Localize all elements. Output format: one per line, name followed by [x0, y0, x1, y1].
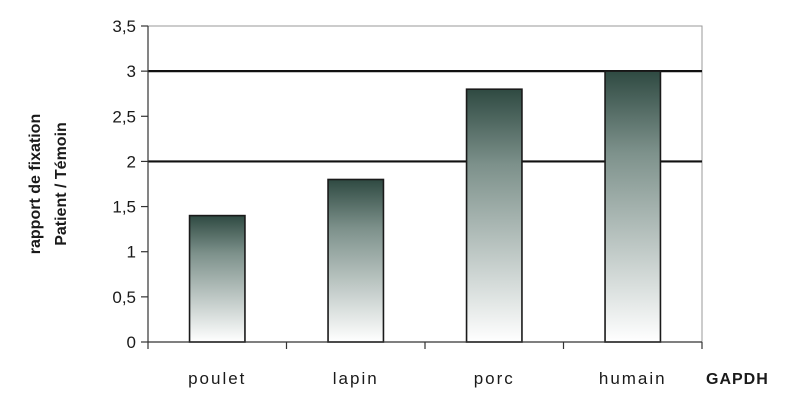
y-tick-label: 0	[127, 333, 136, 352]
y-axis-title-line-2: Patient / Témoin	[53, 122, 70, 246]
y-tick-label: 2	[127, 152, 136, 171]
y-tick-label: 1,5	[112, 198, 136, 217]
bar-poulet	[188, 214, 246, 343]
y-tick-label: 2,5	[112, 107, 136, 126]
x-category-label: porc	[474, 369, 515, 388]
y-tick-label: 1	[127, 243, 136, 262]
bars-group	[188, 70, 662, 343]
bar-lapin	[327, 178, 385, 343]
bar-porc	[465, 88, 523, 343]
y-tick-label: 3	[127, 62, 136, 81]
x-axis-title: GAPDH	[706, 371, 769, 388]
x-category-label: humain	[599, 369, 667, 388]
y-tick-label: 3,5	[112, 17, 136, 36]
y-tick-label: 0,5	[112, 288, 136, 307]
bar-humain	[604, 70, 662, 343]
x-category-label: poulet	[188, 369, 246, 388]
y-axis: 0 0,5 1 1,5 2 2,5 3 3,5	[112, 17, 149, 352]
x-axis: poulet lapin porc humain	[147, 341, 703, 388]
x-category-label: lapin	[333, 369, 379, 388]
y-axis-title-line-1: rapport de fixation	[27, 114, 44, 254]
